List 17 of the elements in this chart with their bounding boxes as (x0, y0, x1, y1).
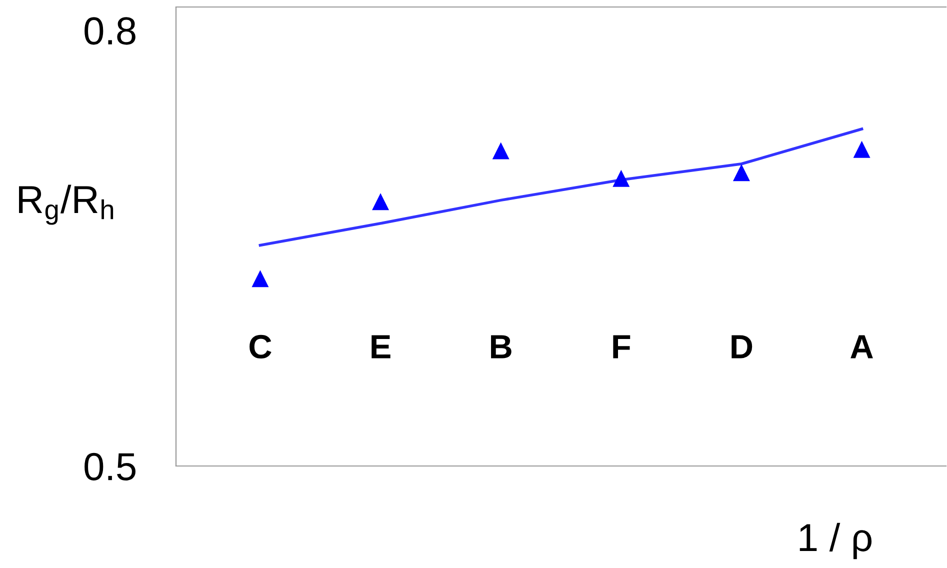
x-tick-label: B (491, 335, 512, 358)
x-tick-label: E (372, 335, 390, 358)
point (853, 140, 870, 158)
x-tick-label: F (613, 335, 630, 358)
y-axis-title: R$_{g}$/R$_{h}$ (19, 184, 114, 225)
point (612, 170, 630, 187)
line-series (258, 128, 864, 247)
x-axis-title: 1 / ρ (800, 522, 872, 560)
y-tick-label: 0.8 (84, 17, 136, 45)
point (492, 142, 510, 160)
y-tick-label: 0.5 (84, 452, 136, 480)
point (252, 270, 269, 288)
point (372, 193, 390, 210)
x-tick-label: A (850, 335, 873, 358)
x-tick-label: C (250, 334, 272, 359)
x-tick-label: D (732, 335, 752, 358)
point (732, 164, 750, 182)
